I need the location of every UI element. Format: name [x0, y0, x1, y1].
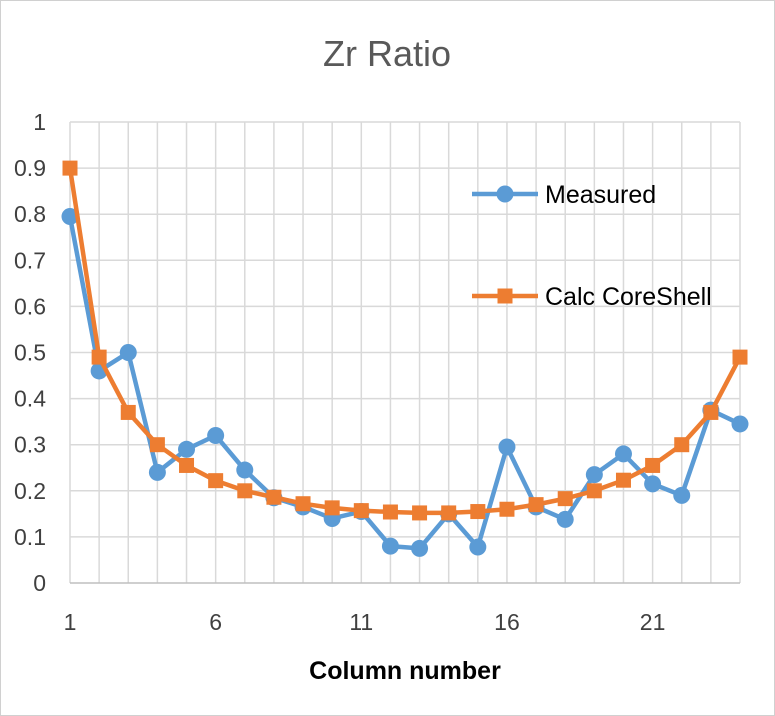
data-point	[62, 160, 78, 176]
series	[61, 160, 749, 557]
data-point	[645, 457, 661, 473]
data-point	[179, 457, 195, 473]
data-point	[586, 483, 602, 499]
data-point	[673, 486, 691, 504]
data-point	[266, 489, 282, 505]
series-line	[67, 216, 741, 551]
data-point	[674, 437, 690, 453]
data-point	[470, 504, 486, 520]
y-tick-label: 1	[33, 109, 46, 135]
data-point	[61, 208, 79, 226]
legend: Measured Calc CoreShell	[472, 181, 712, 311]
x-tick-label: 16	[494, 609, 520, 635]
data-point	[208, 473, 224, 489]
data-point	[178, 440, 196, 458]
y-tick-label: 0.1	[14, 524, 46, 550]
data-point	[353, 503, 369, 519]
data-point	[324, 500, 340, 516]
legend-label: Measured	[545, 181, 656, 209]
legend-marker	[497, 288, 513, 304]
data-point	[91, 349, 107, 365]
legend-item: Calc CoreShell	[472, 283, 712, 311]
data-point	[703, 404, 719, 420]
data-point	[120, 404, 136, 420]
data-point	[119, 344, 137, 361]
data-point	[382, 504, 398, 520]
y-tick-label: 0.5	[14, 340, 46, 366]
y-tick-label: 0.8	[14, 201, 46, 227]
data-point	[381, 537, 399, 555]
data-point	[149, 437, 165, 453]
x-axis-label: Column number	[309, 657, 501, 685]
y-tick-label: 0.2	[14, 478, 46, 504]
data-point	[585, 466, 603, 484]
data-point	[557, 491, 573, 507]
data-point	[615, 472, 631, 488]
data-point	[237, 483, 253, 499]
data-point	[499, 501, 515, 517]
data-point	[498, 438, 516, 456]
x-tick-label: 21	[640, 609, 666, 635]
data-point	[236, 461, 254, 479]
data-point	[295, 496, 311, 512]
y-tick-label: 0.6	[14, 293, 46, 319]
y-tick-label: 0.7	[14, 247, 46, 273]
data-point	[469, 538, 487, 556]
x-tick-label: 11	[349, 609, 373, 635]
data-point	[207, 426, 225, 444]
legend-label: Calc CoreShell	[545, 283, 712, 311]
data-point	[412, 505, 428, 521]
y-tick-label: 0.9	[14, 155, 46, 181]
axes: 00.10.20.30.40.50.60.70.80.911 6 11 16 21	[14, 109, 740, 635]
y-tick-label: 0	[33, 570, 46, 596]
x-tick-label: 1	[64, 609, 77, 635]
data-point	[148, 463, 166, 481]
y-tick-label: 0.4	[14, 386, 46, 412]
legend-item: Measured	[472, 181, 656, 209]
data-point	[441, 505, 457, 521]
x-tick-label: 6	[209, 609, 222, 635]
data-point	[614, 445, 632, 463]
legend-marker	[496, 185, 514, 203]
y-tick-label: 0.3	[14, 432, 46, 458]
data-point	[731, 415, 749, 433]
data-point	[556, 510, 574, 528]
series-calc-coreshell	[62, 160, 748, 521]
data-point	[411, 539, 429, 557]
data-point	[528, 497, 544, 513]
data-point	[732, 349, 748, 365]
chart-title: Zr Ratio	[323, 33, 451, 74]
data-point	[644, 475, 662, 493]
